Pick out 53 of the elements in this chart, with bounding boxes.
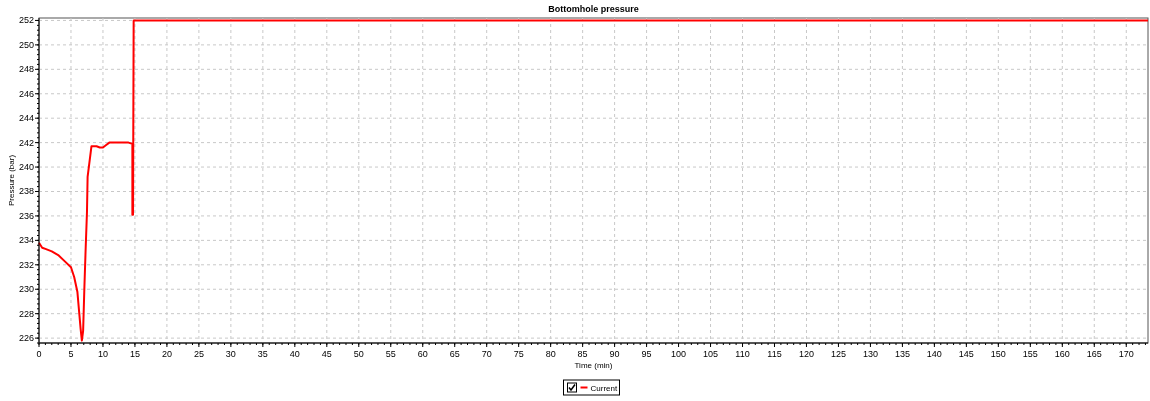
x-tick-label: 130 — [862, 349, 878, 359]
x-tick-label: 125 — [830, 349, 846, 359]
x-tick-label: 155 — [1022, 349, 1038, 359]
x-tick-label: 15 — [129, 349, 140, 359]
x-tick-label: 120 — [798, 349, 814, 359]
x-tick-label: 70 — [481, 349, 492, 359]
x-axis-title: Time (min) — [574, 361, 613, 370]
x-tick-label: 75 — [513, 349, 524, 359]
x-tick-label: 40 — [289, 349, 300, 359]
y-axis-title: Pressure (bar) — [7, 154, 16, 207]
y-tick-label: 228 — [18, 308, 34, 319]
x-tick-label: 0 — [36, 349, 42, 359]
x-tick-label: 150 — [990, 349, 1006, 359]
y-tick-label: 236 — [18, 210, 34, 221]
x-tick-label: 20 — [161, 349, 172, 359]
x-tick-label: 55 — [385, 349, 396, 359]
x-tick-label: 50 — [353, 349, 364, 359]
x-tick-label: 135 — [894, 349, 910, 359]
y-tick-label: 242 — [18, 137, 34, 148]
y-tick-label: 230 — [18, 284, 34, 295]
legend-label: Current — [590, 384, 618, 393]
x-tick-label: 100 — [671, 349, 687, 359]
x-tick-label: 140 — [926, 349, 942, 359]
x-tick-label: 85 — [577, 349, 588, 359]
x-tick-label: 45 — [321, 349, 332, 359]
x-tick-label: 10 — [97, 349, 108, 359]
x-tick-label: 105 — [703, 349, 719, 359]
x-tick-label: 165 — [1086, 349, 1102, 359]
y-tick-label: 252 — [18, 15, 34, 26]
x-tick-label: 65 — [449, 349, 460, 359]
y-tick-label: 248 — [18, 64, 34, 75]
y-tick-label: 244 — [18, 113, 34, 124]
x-tick-label: 145 — [958, 349, 974, 359]
x-tick-label: 160 — [1054, 349, 1070, 359]
x-tick-label: 5 — [68, 349, 74, 359]
y-tick-label: 240 — [18, 162, 34, 173]
y-tick-label: 234 — [18, 235, 34, 246]
x-tick-label: 80 — [545, 349, 556, 359]
x-tick-label: 25 — [193, 349, 204, 359]
y-tick-label: 246 — [18, 88, 34, 99]
x-tick-label: 110 — [735, 349, 750, 359]
x-tick-label: 30 — [225, 349, 236, 359]
x-tick-label: 90 — [609, 349, 620, 359]
x-tick-label: 115 — [767, 349, 782, 359]
x-tick-label: 60 — [417, 349, 428, 359]
x-tick-label: 170 — [1118, 349, 1134, 359]
chart-title: Bottomhole pressure — [548, 4, 639, 14]
x-tick-label: 95 — [641, 349, 652, 359]
y-tick-label: 232 — [18, 259, 34, 270]
y-tick-label: 238 — [18, 186, 34, 197]
y-tick-label: 250 — [18, 39, 34, 50]
x-tick-label: 35 — [257, 349, 268, 359]
y-tick-label: 226 — [18, 333, 34, 344]
